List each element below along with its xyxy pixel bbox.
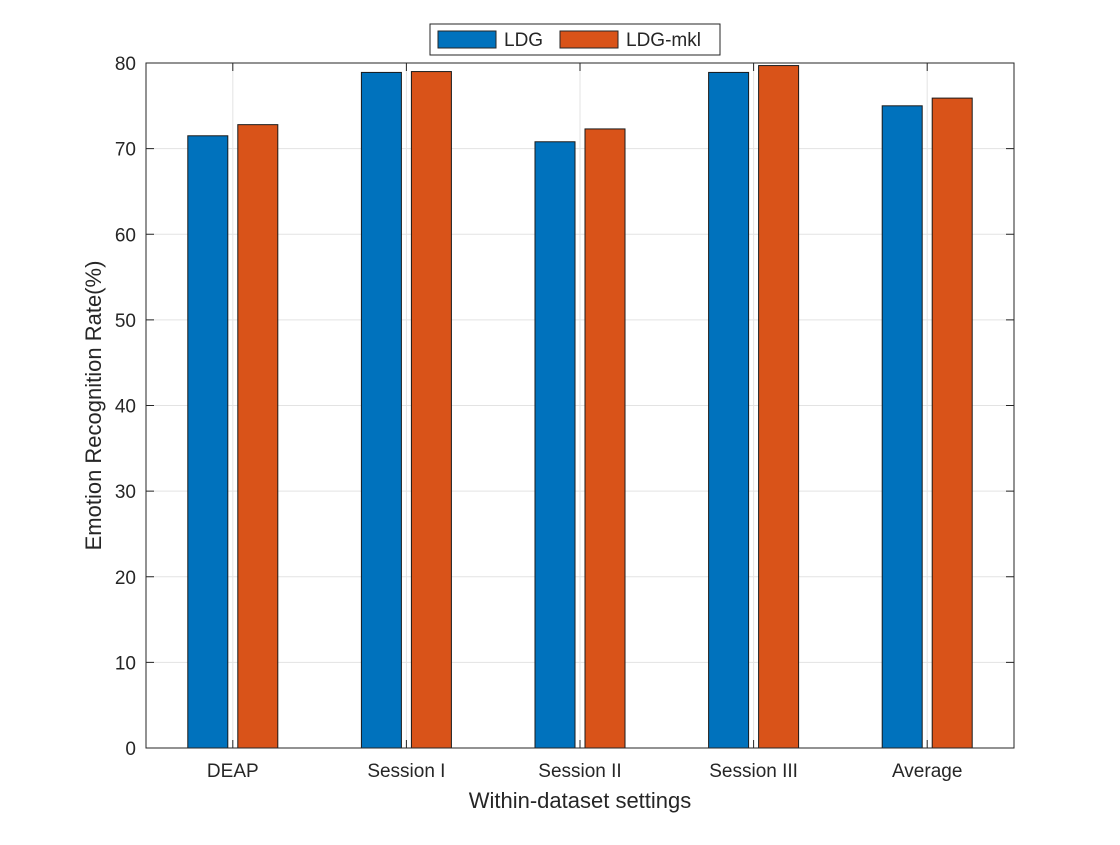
y-axis-title: Emotion Recognition Rate(%) [81,261,106,551]
x-tick-label: DEAP [207,761,259,782]
legend-label-ldg: LDG [504,30,543,51]
bar-ldg-mkl-session-ii [584,128,626,749]
y-tick-label: 80 [115,54,136,75]
bar-ldg-deap [187,135,229,749]
x-axis-title: Within-dataset settings [469,788,692,813]
bar-ldg-mkl-session-iii [758,65,800,749]
legend[interactable]: LDG LDG-mkl [429,23,721,56]
bar-ldg-session-ii [534,141,576,749]
bar-ldg-mkl-deap [237,124,279,749]
bar-ldg-mkl-average [931,97,973,749]
ticks-layer: 0 10 20 30 40 50 60 70 80 DEAP Session I Session II… [115,54,1014,782]
grid-layer [146,62,1014,749]
y-tick-label: 30 [115,482,136,503]
x-tick-label: Average [892,761,962,782]
bars-layer [187,65,973,749]
legend-swatch-ldg-mkl [559,30,619,49]
x-tick-label: Session II [538,761,621,782]
y-tick-label: 50 [115,311,136,332]
legend-label-ldg-mkl: LDG-mkl [626,30,701,51]
bar-ldg-session-iii [708,71,750,749]
legend-swatch-ldg [437,30,497,49]
y-tick-label: 40 [115,397,136,418]
x-tick-label: Session III [709,761,798,782]
y-tick-label: 0 [125,739,136,760]
bar-ldg-session-i [360,71,402,749]
bar-ldg-average [881,105,923,749]
y-tick-label: 60 [115,225,136,246]
y-tick-label: 20 [115,568,136,589]
y-tick-label: 70 [115,140,136,161]
bar-ldg-mkl-session-i [410,71,452,749]
x-tick-label: Session I [367,761,445,782]
y-tick-label: 10 [115,653,136,674]
